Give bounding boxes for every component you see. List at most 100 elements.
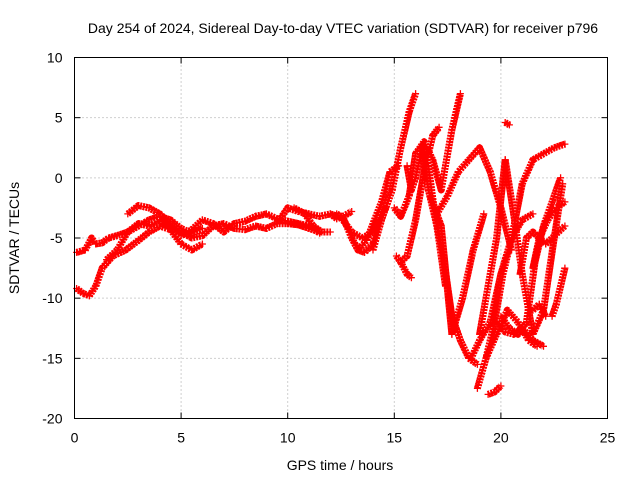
data-point-marker: [198, 224, 206, 232]
data-point-marker: [548, 312, 556, 320]
data-point-marker: [507, 237, 515, 245]
data-point-marker: [559, 273, 567, 281]
data-point-marker: [433, 171, 441, 179]
data-point-marker: [467, 255, 475, 263]
data-point-marker: [540, 342, 547, 350]
data-point-marker: [506, 240, 514, 248]
series-arc-23: [529, 198, 569, 272]
data-point-marker: [402, 123, 410, 131]
x-tick-label: 10: [280, 430, 296, 446]
data-point-marker: [411, 93, 419, 101]
data-point-marker: [503, 255, 511, 263]
data-point-marker: [481, 357, 489, 365]
data-point-marker: [559, 270, 567, 278]
data-point-marker: [424, 186, 432, 194]
data-point-marker: [378, 195, 386, 203]
data-point-marker: [406, 105, 414, 113]
data-point-marker: [326, 228, 334, 236]
data-point-marker: [333, 215, 341, 223]
data-point-marker: [473, 384, 481, 392]
data-point-marker: [552, 300, 560, 308]
data-point-marker: [561, 264, 569, 272]
data-point-marker: [405, 246, 412, 254]
x-tick-label: 5: [177, 430, 185, 446]
data-point-marker: [459, 291, 467, 299]
data-point-marker: [454, 102, 461, 110]
data-point-marker: [504, 249, 512, 257]
data-point-marker: [198, 240, 206, 248]
data-point-marker: [465, 264, 473, 272]
data-point-marker: [92, 282, 100, 290]
y-tick-label: -10: [42, 290, 62, 306]
data-point-marker: [557, 279, 565, 287]
data-point-marker: [427, 138, 435, 146]
data-point-marker: [393, 162, 401, 170]
data-point-marker: [406, 240, 414, 248]
data-point-marker: [489, 324, 497, 332]
data-point-marker: [371, 240, 379, 248]
data-point-marker: [478, 369, 486, 377]
data-point-marker: [398, 138, 406, 146]
data-point-marker: [407, 102, 415, 110]
data-point-marker: [555, 288, 563, 296]
series-arc-4: [124, 202, 324, 242]
x-tick-label: 15: [387, 430, 403, 446]
data-point-marker: [409, 228, 417, 236]
data-point-marker: [383, 180, 391, 188]
data-point-marker: [348, 208, 356, 215]
data-point-marker: [93, 279, 101, 287]
data-point-marker: [384, 174, 392, 182]
data-point-marker: [432, 168, 440, 176]
data-point-marker: [407, 237, 415, 245]
data-point-marker: [374, 228, 382, 236]
data-point-marker: [557, 282, 565, 290]
data-point-marker: [410, 222, 418, 230]
axis-ticks: 0 5 10 15 20 25 -20 -15 -10 -5 0 5 10: [42, 50, 615, 446]
data-point-marker: [505, 246, 513, 254]
data-point-marker: [467, 258, 474, 266]
data-point-marker: [411, 219, 419, 227]
data-point-marker: [412, 174, 420, 182]
data-point-marker: [456, 93, 464, 101]
data-point-marker: [555, 291, 562, 299]
data-point-marker: [376, 222, 384, 230]
data-point-marker: [372, 234, 380, 242]
data-point-marker: [397, 141, 405, 149]
data-point-marker: [449, 120, 457, 128]
x-axis-label: GPS time / hours: [287, 457, 394, 473]
data-point-marker: [505, 243, 513, 251]
data-point-marker: [531, 252, 539, 260]
data-point-marker: [450, 117, 458, 125]
series-line: [493, 319, 546, 350]
series-arc-29: [290, 204, 334, 236]
data-point-marker: [95, 273, 103, 281]
x-tick-label: 20: [493, 430, 509, 446]
data-point-marker: [456, 90, 464, 98]
data-point-marker: [408, 183, 416, 191]
data-point-marker: [455, 96, 463, 104]
data-point-marker: [410, 180, 417, 188]
data-point-marker: [375, 225, 383, 233]
data-point-marker: [502, 225, 510, 233]
data-point-marker: [473, 360, 481, 368]
series-arc-24: [529, 300, 550, 320]
data-point-marker: [410, 96, 417, 104]
data-point-marker: [96, 270, 104, 278]
data-point-marker: [448, 126, 456, 134]
series-arc-25: [548, 264, 569, 320]
data-point-marker: [500, 267, 508, 275]
series-arc-26: [484, 382, 505, 398]
series-arc-8: [369, 90, 420, 254]
data-point-marker: [554, 294, 562, 302]
data-point-marker: [542, 312, 550, 320]
data-point-marker: [503, 252, 511, 260]
y-tick-label: 10: [47, 50, 63, 66]
data-point-marker: [530, 261, 537, 269]
data-point-marker: [402, 201, 410, 209]
data-point-marker: [402, 120, 410, 128]
data-point-marker: [404, 249, 412, 257]
data-point-marker: [429, 156, 437, 164]
data-point-marker: [479, 363, 487, 371]
data-point-marker: [550, 306, 558, 314]
